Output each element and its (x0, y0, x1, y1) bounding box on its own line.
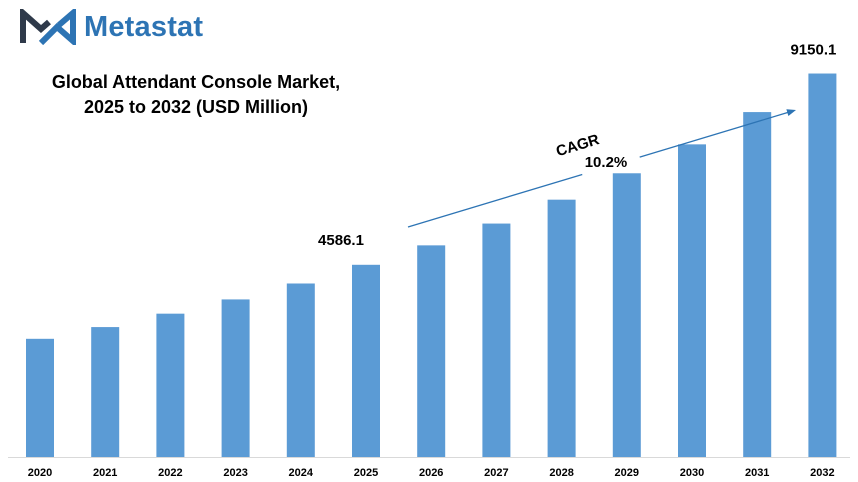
cagr-arrow-line-end (639, 111, 790, 158)
bar-2022 (156, 313, 185, 457)
bar-2030 (678, 144, 706, 457)
x-tick-label-2031: 2031 (745, 467, 769, 479)
data-label-2025: 4586.1 (318, 232, 364, 249)
bar-2024 (286, 283, 315, 457)
chart-title-line-1: Global Attendant Console Market, (51, 72, 341, 92)
bar-2025 (352, 264, 380, 457)
bar-2031 (743, 112, 772, 458)
brand-logo: Metastat (20, 9, 203, 45)
cagr-arrow-line-start (407, 173, 583, 228)
x-tick-label-2025: 2025 (354, 467, 378, 479)
bar-2027 (482, 223, 511, 457)
x-tick-label-2026: 2026 (419, 467, 443, 479)
bar-2026 (417, 245, 446, 457)
brand-name: Metastat (84, 10, 204, 43)
cagr-arrowhead (786, 109, 796, 116)
metastat-m-logo-icon (20, 9, 76, 45)
x-tick-label-2032: 2032 (810, 467, 834, 479)
bar-2020 (26, 338, 54, 457)
x-tick-label-2028: 2028 (549, 467, 573, 479)
x-tick-label-2020: 2020 (28, 467, 52, 479)
bar-2028 (547, 199, 576, 458)
bar-2032 (808, 73, 837, 458)
x-tick-label-2029: 2029 (615, 467, 639, 479)
x-tick-label-2021: 2021 (93, 467, 117, 479)
bar-2021 (91, 327, 120, 457)
bar-2029 (612, 173, 641, 457)
x-tick-label-2023: 2023 (223, 467, 247, 479)
chart-title-line-2: 2025 to 2032 (USD Million) (83, 97, 309, 117)
cagr-value: 10.2% (585, 154, 628, 171)
x-tick-label-2024: 2024 (289, 467, 314, 479)
chart-title: Global Attendant Console Market, 2025 to… (0, 70, 392, 120)
x-tick-label-2022: 2022 (158, 467, 182, 479)
x-tick-label-2027: 2027 (484, 467, 508, 479)
bar-2023 (221, 299, 250, 457)
data-label-2032: 9150.1 (790, 42, 836, 59)
x-tick-label-2030: 2030 (680, 467, 704, 479)
